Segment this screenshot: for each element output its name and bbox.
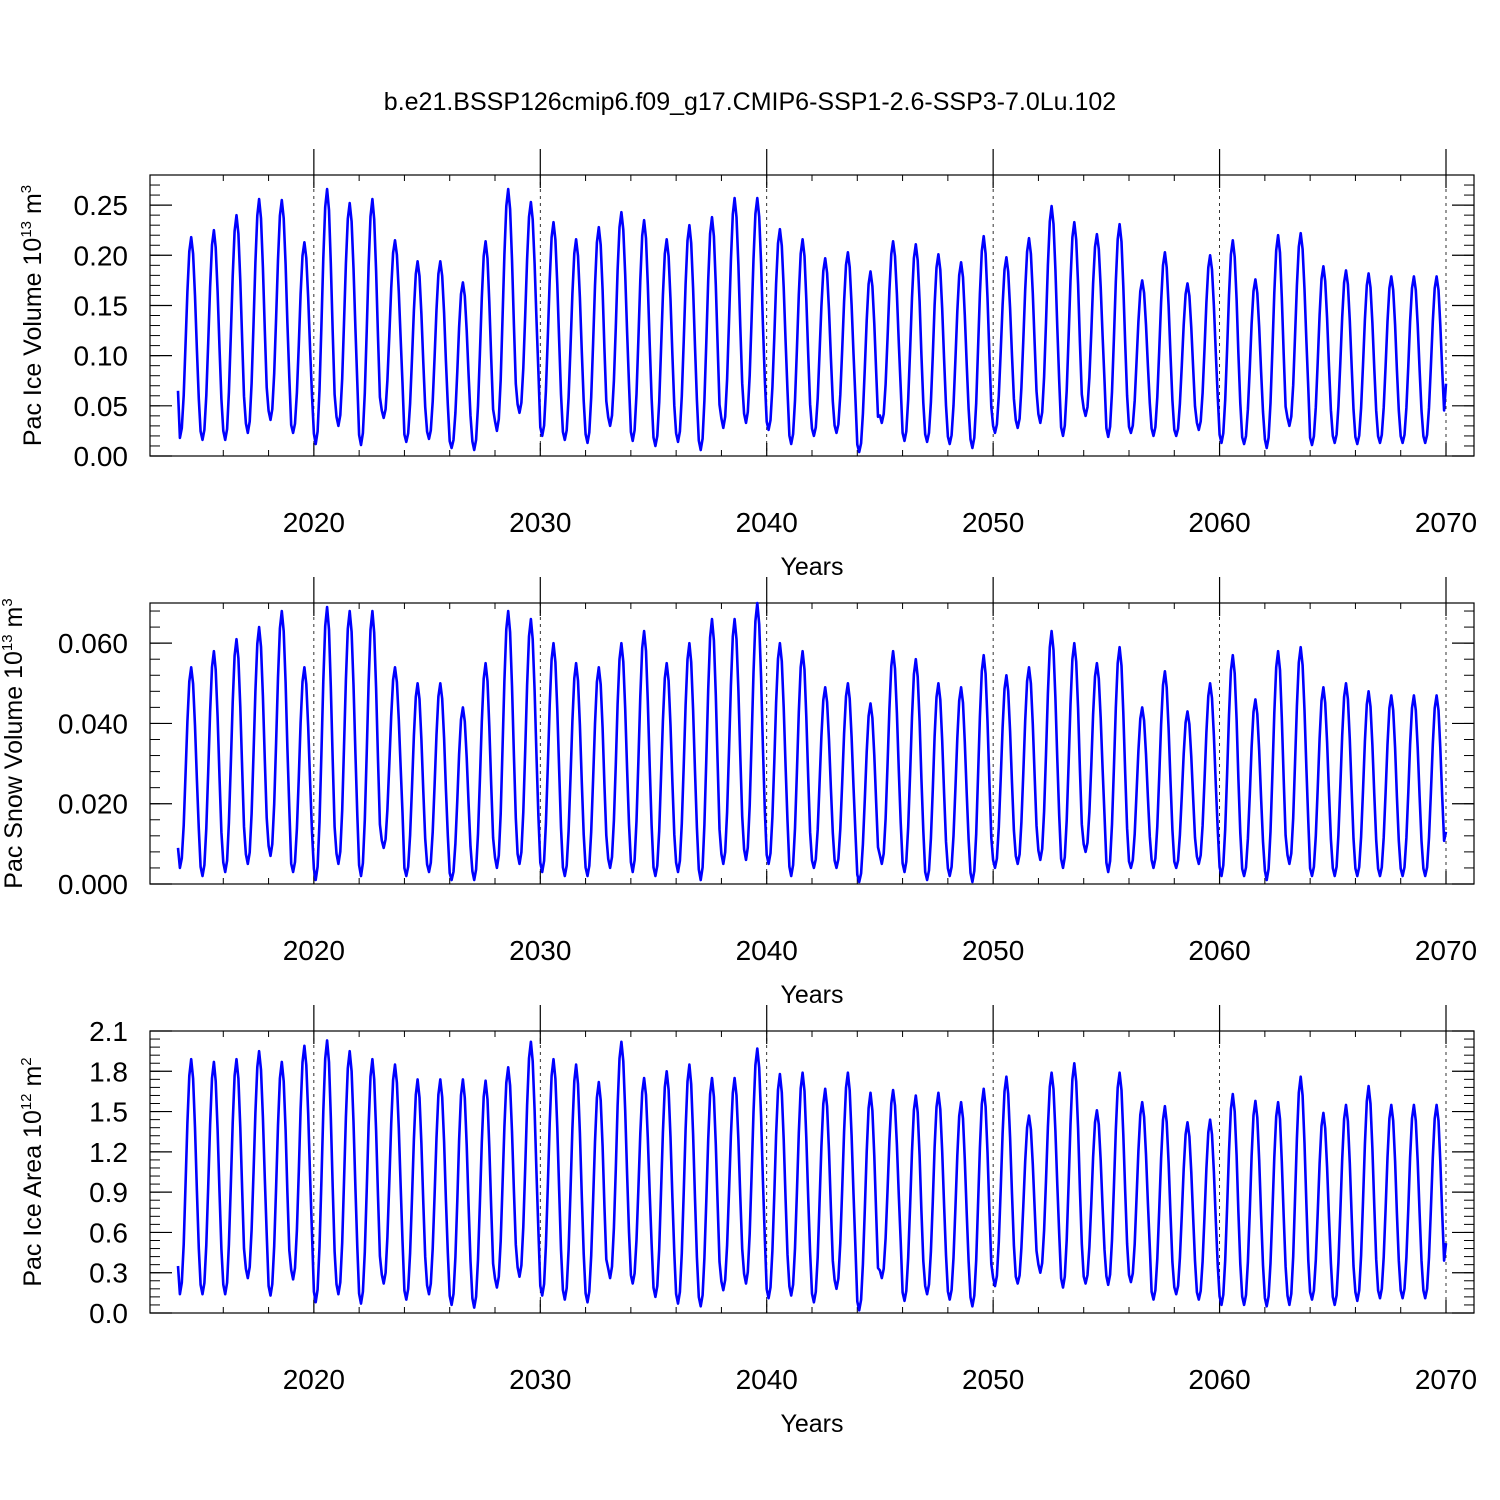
ice-volume-xtick-label: 2040 (736, 507, 798, 538)
ice-area-ytick-label: 0.0 (89, 1298, 128, 1329)
ice-volume-ylabel-unit: m (19, 193, 47, 221)
ice-area-ytick-label: 1.5 (89, 1097, 128, 1128)
ice-volume-panel: 2020 2030 2040 2050 2060 2070 Years 0.00 0.05 0.1… (18, 149, 1477, 581)
ice-volume-ylabel-unit-exp: 3 (18, 185, 35, 193)
ice-area-ytick-label: 0.6 (89, 1217, 128, 1248)
ice-volume-xtick-label: 2070 (1415, 507, 1477, 538)
ice-volume-xlabel: Years (780, 553, 843, 581)
ice-area-ytick-label: 1.2 (89, 1137, 128, 1168)
figure-title: b.e21.BSSP126cmip6.f09_g17.CMIP6-SSP1-2.… (384, 88, 1116, 116)
ice-area-ylabel-unit: m (19, 1066, 47, 1094)
snow-volume-ytick-label: 0.000 (58, 869, 128, 900)
snow-volume-ylabel-text: Pac Snow Volume 10 (0, 651, 28, 889)
ice-volume-ytick-label: 0.25 (74, 190, 129, 221)
ice-area-ytick-label: 2.1 (89, 1016, 128, 1047)
snow-volume-xlabel: Years (780, 981, 843, 1009)
ice-volume-ytick-label: 0.00 (74, 441, 129, 472)
ice-area-ytick-label: 0.9 (89, 1177, 128, 1208)
ice-area-xtick-label: 2020 (283, 1364, 345, 1395)
ice-volume-series-line (176, 187, 1448, 454)
snow-volume-xtick-label: 2020 (283, 935, 345, 966)
ice-area-xtick-label: 2060 (1188, 1364, 1250, 1395)
snow-volume-ytick-label: 0.040 (58, 708, 128, 739)
ice-volume-xtick-label: 2030 (509, 507, 571, 538)
snow-volume-ylabel-exp: 13 (0, 634, 16, 651)
snow-volume-ylabel-unit-exp: 3 (0, 598, 16, 606)
ice-volume-ytick-label: 0.15 (74, 290, 129, 321)
ice-volume-xtick-label: 2020 (283, 507, 345, 538)
ice-volume-xtick-label: 2060 (1188, 507, 1250, 538)
ice-area-xtick-label: 2050 (962, 1364, 1024, 1395)
snow-volume-xtick-label: 2070 (1415, 935, 1477, 966)
snow-volume-panel: 2020 2030 2040 2050 2060 2070 Years 0.000 0.020 0… (0, 577, 1477, 1009)
ice-area-ylabel-text: Pac Ice Area 10 (19, 1110, 47, 1287)
snow-volume-xtick-label: 2040 (736, 935, 798, 966)
ice-area-ylabel-unit-exp: 2 (18, 1057, 35, 1065)
ice-area-xlabel: Years (780, 1410, 843, 1438)
snow-volume-xtick-label: 2050 (962, 935, 1024, 966)
ice-area-xtick-label: 2030 (509, 1364, 571, 1395)
ice-area-series-line (176, 1039, 1448, 1312)
snow-volume-ylabel: Pac Snow Volume 1013 m3 (0, 598, 28, 888)
ice-area-ytick-label: 1.8 (89, 1056, 128, 1087)
snow-volume-ytick-label: 0.060 (58, 628, 128, 659)
ice-volume-ytick-label: 0.05 (74, 391, 129, 422)
snow-volume-ylabel-unit: m (0, 607, 28, 635)
ice-volume-xtick-label: 2050 (962, 507, 1024, 538)
ice-area-panel: 2020 2030 2040 2050 2060 2070 Years 0.0 0.3 0.6 0.… (18, 1005, 1477, 1438)
ice-volume-ytick-label: 0.20 (74, 240, 129, 271)
snow-volume-series-line (176, 601, 1448, 884)
chart-panels: 2020 2030 2040 2050 2060 2070 Years 0.00 0.05 0.1… (0, 149, 1477, 1438)
ice-volume-ylabel: Pac Ice Volume 1013 m3 (18, 185, 47, 446)
snow-volume-xtick-label: 2030 (509, 935, 571, 966)
ice-volume-ylabel-exp: 13 (18, 221, 35, 238)
ice-area-xtick-label: 2070 (1415, 1364, 1477, 1395)
ice-area-ylabel-exp: 12 (18, 1093, 35, 1110)
snow-volume-ytick-label: 0.020 (58, 789, 128, 820)
ice-volume-ytick-label: 0.10 (74, 341, 129, 372)
ice-area-ytick-label: 0.3 (89, 1258, 128, 1289)
ice-area-ylabel: Pac Ice Area 1012 m2 (18, 1057, 47, 1286)
ice-area-xtick-label: 2040 (736, 1364, 798, 1395)
snow-volume-xtick-label: 2060 (1188, 935, 1250, 966)
ice-volume-ylabel-text: Pac Ice Volume 10 (19, 238, 47, 446)
